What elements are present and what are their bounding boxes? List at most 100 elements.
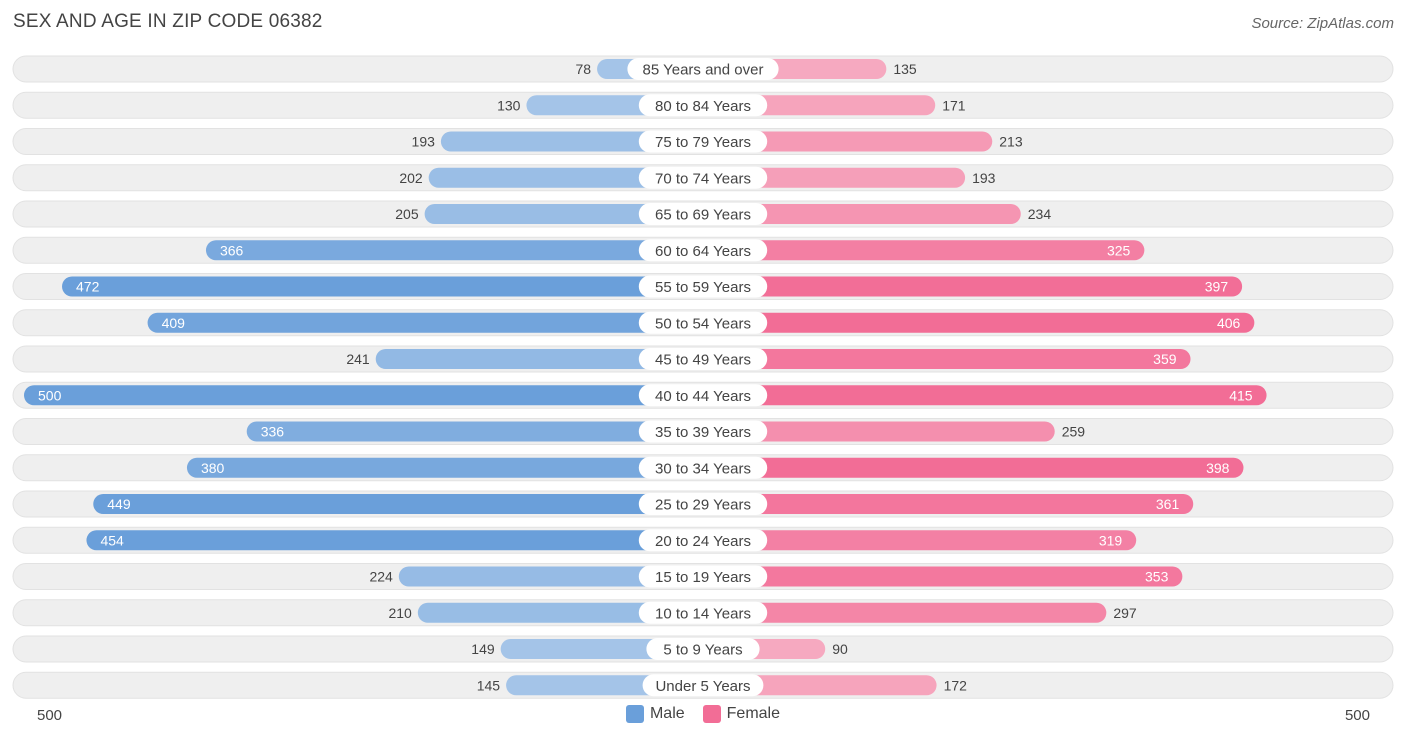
category-label: 60 to 64 Years [655, 243, 751, 260]
value-label-male: 205 [395, 206, 419, 222]
value-label-male: 449 [107, 496, 131, 512]
bar-female [703, 131, 993, 152]
source-label: Source: ZipAtlas.com [1251, 15, 1394, 32]
value-label-male: 224 [369, 569, 393, 585]
value-label-male: 454 [100, 532, 124, 548]
value-label-female: 90 [832, 641, 848, 657]
category-label: 25 to 29 Years [655, 497, 751, 514]
bar-male [24, 385, 703, 406]
bar-female [703, 602, 1107, 623]
bar-female [703, 494, 1194, 514]
value-label-female: 171 [942, 97, 966, 113]
value-label-male: 366 [220, 242, 244, 258]
category-label: 80 to 84 Years [655, 98, 751, 115]
category-pill [642, 674, 764, 697]
legend: Male Female [0, 705, 1406, 723]
value-label-female: 172 [944, 677, 968, 693]
category-pill [646, 638, 760, 660]
bar-male [398, 566, 703, 587]
category-label: 10 to 14 Years [655, 605, 751, 622]
value-label-male: 380 [201, 460, 225, 476]
value-label-female: 359 [1153, 351, 1177, 367]
value-label-female: 319 [1099, 532, 1123, 548]
axis-right-label: 500 [1344, 707, 1370, 724]
value-label-male: 202 [399, 170, 423, 186]
value-label-male: 193 [412, 134, 436, 150]
bar-male [86, 530, 703, 551]
category-pill [638, 529, 768, 552]
category-pill [627, 58, 779, 80]
value-label-female: 353 [1145, 569, 1169, 585]
category-pill [638, 239, 768, 262]
category-pill [638, 94, 768, 117]
category-label: 40 to 44 Years [655, 388, 751, 405]
value-label-female: 325 [1107, 242, 1131, 258]
category-pill [638, 601, 768, 624]
category-pill [638, 203, 768, 225]
category-label: 85 Years and over [643, 62, 764, 79]
value-label-female: 193 [972, 170, 996, 186]
value-label-female: 234 [1028, 206, 1052, 222]
bar-female [703, 204, 1021, 224]
bar-female [703, 240, 1145, 261]
value-label-male: 336 [261, 424, 285, 440]
value-label-male: 145 [477, 677, 501, 693]
value-label-male: 409 [162, 315, 186, 331]
bar-female [703, 276, 1243, 297]
bar-male [440, 131, 703, 152]
value-label-male: 210 [388, 605, 412, 621]
category-pill [638, 130, 768, 153]
category-pill [638, 311, 768, 334]
category-label: 45 to 49 Years [655, 352, 751, 369]
category-pill [638, 275, 768, 298]
category-label: 5 to 9 Years [663, 642, 742, 659]
category-pill [638, 384, 768, 407]
legend-item-female: Female [702, 705, 781, 723]
category-label: Under 5 Years [655, 678, 750, 695]
bar-male [205, 240, 704, 261]
category-label: 70 to 74 Years [655, 170, 751, 187]
category-pill [638, 420, 768, 443]
category-label: 20 to 24 Years [655, 533, 751, 550]
legend-swatch-female [702, 705, 721, 723]
bar-female [703, 349, 1191, 369]
value-label-male: 78 [575, 61, 591, 77]
legend-item-male: Male [625, 705, 685, 723]
bar-female [703, 566, 1183, 587]
bar-male [375, 349, 703, 369]
category-pill [638, 456, 768, 479]
value-label-female: 259 [1062, 424, 1086, 440]
bar-male [147, 312, 703, 333]
bar-female [703, 312, 1255, 333]
category-pill [638, 493, 768, 515]
bar-male [93, 494, 704, 514]
bar-female [703, 530, 1137, 551]
legend-swatch-male [625, 705, 644, 723]
value-label-female: 297 [1113, 605, 1137, 621]
chart-title: SEX AND AGE IN ZIP CODE 06382 [13, 11, 323, 32]
bar-female [703, 385, 1267, 406]
value-label-female: 397 [1205, 279, 1229, 295]
category-label: 35 to 39 Years [655, 424, 751, 441]
bar-male [186, 457, 703, 478]
value-label-female: 135 [893, 61, 917, 77]
value-label-male: 500 [38, 387, 62, 403]
category-label: 15 to 19 Years [655, 569, 751, 586]
legend-label-female: Female [726, 705, 781, 722]
value-label-female: 398 [1206, 460, 1230, 476]
value-label-male: 130 [497, 97, 521, 113]
value-label-female: 406 [1217, 315, 1241, 331]
legend-label-male: Male [649, 705, 685, 722]
category-label: 50 to 54 Years [655, 315, 751, 332]
butterfly-chart: 78 135 85 Years and over 130 171 80 to 84 Yea… [12, 55, 1394, 699]
value-label-female: 213 [999, 134, 1023, 150]
category-label: 30 to 34 Years [655, 460, 751, 477]
bar-male [417, 602, 703, 623]
category-label: 55 to 59 Years [655, 279, 751, 296]
category-pill [638, 565, 768, 588]
value-label-female: 415 [1229, 387, 1253, 403]
value-label-male: 472 [76, 279, 100, 295]
bar-female [703, 421, 1055, 442]
bar-male [428, 167, 703, 188]
value-label-male: 149 [471, 641, 495, 657]
